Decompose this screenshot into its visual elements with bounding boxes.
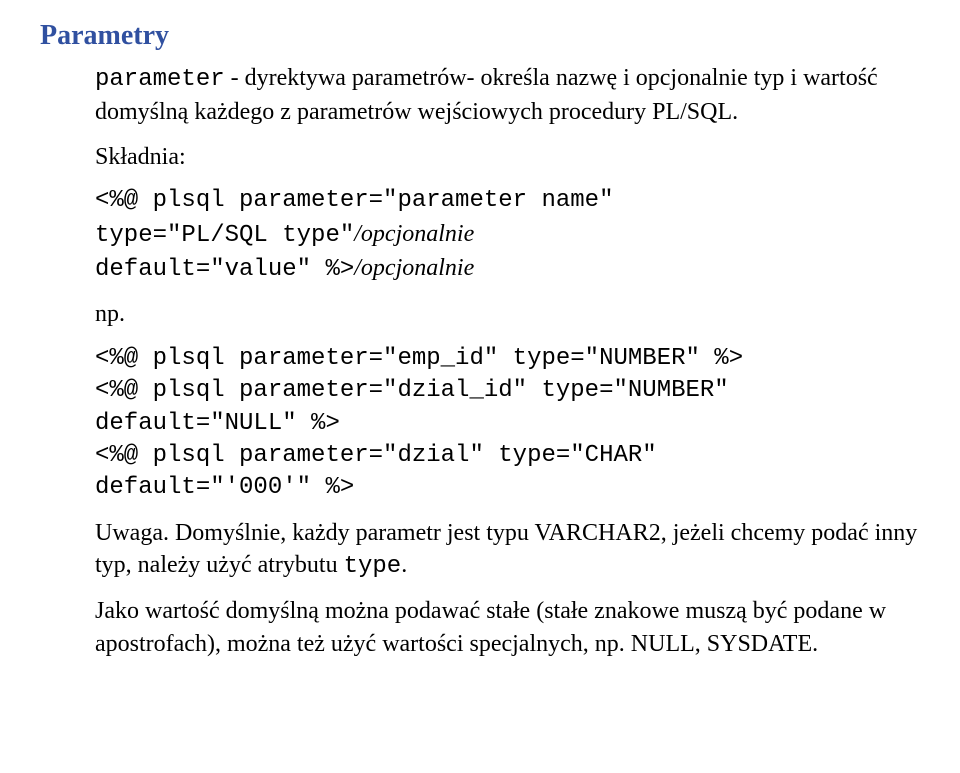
syntax-line2-note: /opcjonalnie — [354, 221, 474, 247]
syntax-line3a: default="value" %> — [95, 256, 354, 283]
note-paragraph-2: Jako wartość domyślną można podawać stał… — [95, 595, 920, 660]
note1a: Uwaga. Domyślnie, każdy parametr jest ty… — [95, 520, 917, 578]
page-title: Parametry — [40, 20, 920, 52]
intro-code: parameter — [95, 66, 225, 93]
syntax-line1: <%@ plsql parameter="parameter name" — [95, 187, 613, 214]
syntax-block: <%@ plsql parameter="parameter name" typ… — [95, 185, 920, 286]
example-label: np. — [95, 298, 920, 330]
intro-paragraph: parameter - dyrektywa parametrów- określ… — [95, 62, 920, 129]
note1c: . — [401, 552, 407, 578]
syntax-line2a: type="PL/SQL type" — [95, 222, 354, 249]
syntax-label: Składnia: — [95, 141, 920, 173]
example-block: <%@ plsql parameter="emp_id" type="NUMBE… — [95, 343, 920, 505]
syntax-line3-note: /opcjonalnie — [354, 255, 474, 281]
note-paragraph-1: Uwaga. Domyślnie, każdy parametr jest ty… — [95, 517, 920, 584]
note1-code: type — [344, 553, 402, 580]
